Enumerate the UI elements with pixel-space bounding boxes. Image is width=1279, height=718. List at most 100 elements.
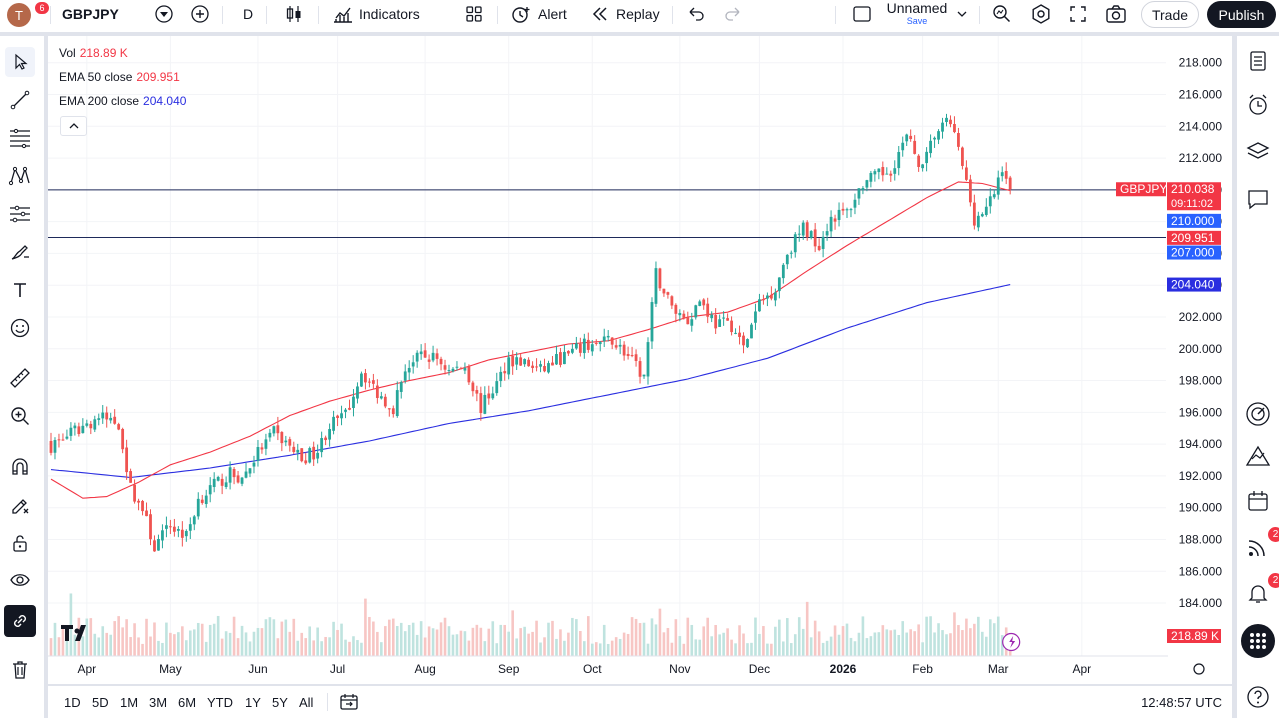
candle-body: [236, 475, 240, 483]
settings-gear-icon[interactable]: [1030, 2, 1052, 26]
volume-bar: [121, 627, 124, 656]
volume-bar: [793, 634, 797, 656]
undo-icon[interactable]: [686, 2, 706, 26]
volume-bar: [300, 632, 304, 656]
volume-bar: [491, 621, 495, 656]
ideas-stream-icon[interactable]: 2: [1242, 527, 1279, 563]
candle-body: [515, 357, 519, 365]
ema200-legend[interactable]: EMA 200 close 204.040: [59, 94, 186, 108]
candle-body: [360, 373, 363, 387]
price-tick-label: 184.000: [1179, 596, 1223, 610]
volume-bar: [419, 621, 423, 656]
alert-button[interactable]: Alert: [510, 2, 567, 26]
price-tick-label: 202.000: [1179, 310, 1223, 324]
layout-name-button[interactable]: Unnamed Save: [886, 1, 948, 27]
trash-remove-drawings-icon[interactable]: [5, 655, 35, 685]
range-3m-button[interactable]: 3M: [149, 695, 168, 710]
interval-button[interactable]: D: [243, 2, 253, 26]
technicals-gauge-icon[interactable]: [1242, 398, 1274, 430]
redo-icon[interactable]: [723, 2, 743, 26]
volume-bar: [395, 626, 399, 656]
volume-bar: [841, 626, 845, 656]
chart-pane[interactable]: 218.000216.000214.000212.000210.000208.0…: [48, 36, 1232, 684]
layout-templates-icon[interactable]: [464, 2, 484, 26]
user-avatar[interactable]: T 6: [7, 1, 50, 27]
utc-clock[interactable]: 12:48:57 UTC: [1141, 695, 1222, 710]
range-5y-button[interactable]: 5Y: [272, 695, 288, 710]
ruler-measure-icon[interactable]: [5, 363, 35, 393]
candle-body: [730, 320, 733, 333]
publish-button[interactable]: Publish: [1207, 1, 1276, 28]
tradingview-logo[interactable]: [61, 625, 93, 646]
chevron-down-icon[interactable]: [956, 2, 968, 26]
magnet-icon[interactable]: [5, 452, 35, 482]
chat-icon[interactable]: [1242, 183, 1274, 215]
range-1d-button[interactable]: 1D: [64, 695, 81, 710]
notifications-bell-icon[interactable]: 2: [1242, 573, 1279, 609]
symbol-search-button[interactable]: GBPJPY: [62, 2, 119, 26]
volume-bar: [125, 619, 128, 656]
alerts-clock-icon[interactable]: [1242, 89, 1274, 121]
save-label[interactable]: Save: [906, 16, 928, 26]
range-1y-button[interactable]: 1Y: [245, 695, 261, 710]
volume-bar: [427, 626, 431, 656]
stay-in-drawing-mode-icon[interactable]: [5, 490, 35, 520]
text-tool-icon[interactable]: [5, 275, 35, 305]
fib-retracement-tool-icon[interactable]: [5, 123, 35, 153]
volume-bar: [169, 632, 172, 656]
forecasting-tool-icon[interactable]: [5, 199, 35, 229]
price-chart[interactable]: 218.000216.000214.000212.000210.000208.0…: [48, 36, 1232, 684]
trade-button[interactable]: Trade: [1141, 1, 1199, 28]
interval-label: D: [243, 6, 254, 22]
price-tick-label: 186.000: [1179, 564, 1223, 578]
range-all-button[interactable]: All: [299, 695, 314, 710]
candle-body: [312, 446, 316, 460]
apps-grid-icon[interactable]: [1241, 624, 1275, 658]
candle-style-icon[interactable]: [284, 2, 304, 26]
ema50-legend[interactable]: EMA 50 close 209.951: [59, 70, 180, 84]
candle-body: [125, 447, 129, 473]
hide-drawings-eye-icon[interactable]: [5, 565, 35, 595]
range-6m-button[interactable]: 6M: [178, 695, 197, 710]
calendar-icon[interactable]: [1242, 485, 1274, 517]
brush-tool-icon[interactable]: [5, 237, 35, 267]
range-1m-button[interactable]: 1M: [120, 695, 139, 710]
collapse-legend-button[interactable]: [60, 116, 87, 136]
range-ytd-button[interactable]: YTD: [207, 695, 233, 710]
volume-bar: [228, 632, 232, 656]
zoom-in-icon[interactable]: [5, 401, 35, 431]
camera-snapshot-icon[interactable]: [1105, 2, 1127, 26]
cursor-tool-icon[interactable]: [5, 47, 35, 77]
object-tree-layers-icon[interactable]: [1242, 136, 1274, 168]
volume-legend[interactable]: Vol 218.89 K: [59, 46, 128, 60]
emoji-tool-icon[interactable]: [5, 313, 35, 343]
volume-bar: [746, 643, 749, 656]
candle-body: [933, 137, 936, 140]
date-range-calendar-icon[interactable]: [339, 692, 359, 717]
pattern-tool-icon[interactable]: [5, 161, 35, 191]
indicators-button[interactable]: Indicators: [332, 2, 420, 26]
symbol-type-icon[interactable]: [154, 2, 174, 26]
quick-search-icon[interactable]: [991, 2, 1013, 26]
volume-bar: [575, 619, 578, 656]
volume-bar: [483, 641, 487, 656]
sync-drawings-link-icon[interactable]: [4, 605, 36, 637]
trend-line-tool-icon[interactable]: [5, 85, 35, 115]
volume-bar: [435, 629, 439, 656]
layout-checkbox-icon[interactable]: [852, 2, 872, 26]
candle-body: [161, 530, 164, 541]
volume-bar: [865, 638, 869, 656]
help-question-icon[interactable]: [1242, 681, 1274, 713]
replay-button[interactable]: Replay: [590, 2, 660, 26]
pine-editor-icon[interactable]: [1242, 441, 1274, 473]
fullscreen-icon[interactable]: [1068, 2, 1088, 26]
volume-bar: [961, 630, 964, 656]
lock-drawings-icon[interactable]: [5, 528, 35, 558]
compare-add-symbol-icon[interactable]: [190, 2, 210, 26]
range-5d-button[interactable]: 5D: [92, 695, 109, 710]
watchlist-icon[interactable]: [1242, 45, 1274, 77]
volume-bar: [610, 640, 614, 656]
candle-body: [849, 209, 853, 211]
volume-bar: [885, 629, 889, 656]
